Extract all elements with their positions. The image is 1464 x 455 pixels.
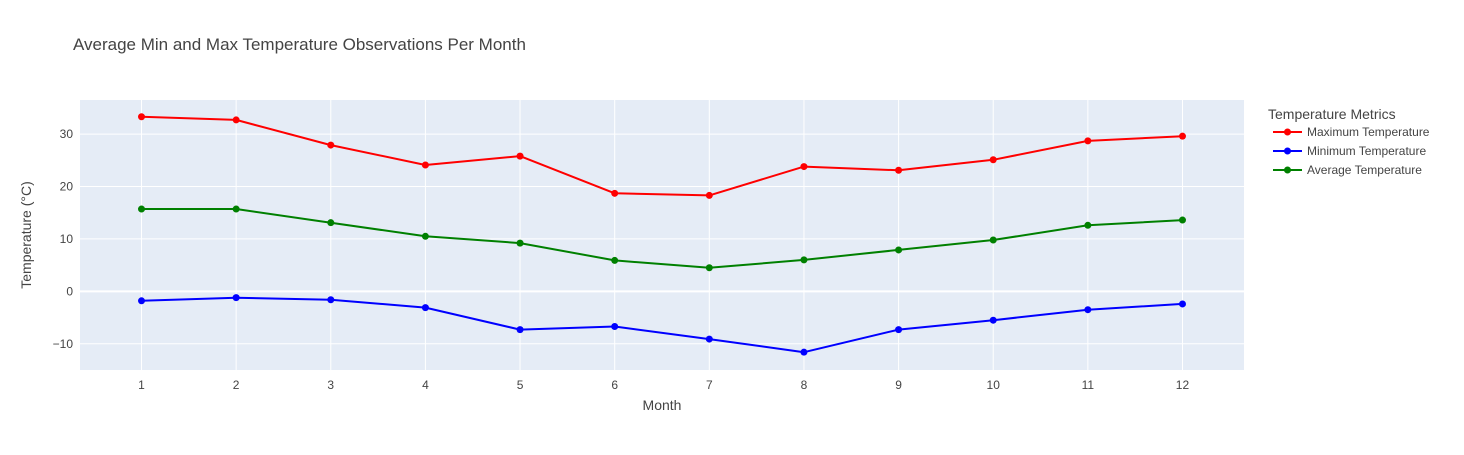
data-point-average-temperature[interactable] — [327, 219, 335, 227]
x-tick-label: 3 — [327, 378, 334, 392]
data-point-average-temperature[interactable] — [705, 264, 713, 272]
data-point-maximum-temperature[interactable] — [1178, 132, 1186, 140]
series-line-maximum-temperature — [141, 115, 1183, 197]
data-point-maximum-temperature[interactable] — [895, 166, 903, 174]
data-point-minimum-temperature[interactable] — [611, 322, 619, 330]
y-tick-label: 30 — [60, 127, 74, 141]
series-average-temperature — [138, 205, 1186, 272]
data-point-minimum-temperature[interactable] — [516, 326, 524, 334]
data-point-maximum-temperature[interactable] — [989, 156, 997, 164]
x-tick-label: 11 — [1082, 378, 1095, 392]
legend-title: Temperature Metrics — [1268, 106, 1396, 122]
plot-area — [80, 100, 1244, 370]
data-point-minimum-temperature[interactable] — [1084, 306, 1092, 314]
data-point-average-temperature[interactable] — [232, 205, 240, 213]
x-tick-label: 6 — [611, 378, 618, 392]
data-point-maximum-temperature[interactable] — [1084, 137, 1092, 145]
x-tick-label: 7 — [706, 378, 713, 392]
legend-swatch-marker — [1284, 147, 1291, 155]
legend-item-average-temperature[interactable]: Average Temperature — [1273, 163, 1422, 177]
data-point-minimum-temperature[interactable] — [989, 316, 997, 324]
series-maximum-temperature — [138, 113, 1186, 199]
data-point-average-temperature[interactable] — [138, 205, 146, 213]
data-point-maximum-temperature[interactable] — [516, 152, 524, 160]
y-tick-label: 0 — [66, 284, 73, 298]
x-tick-label: 10 — [987, 378, 1001, 392]
data-point-maximum-temperature[interactable] — [138, 113, 146, 121]
x-tick-label: 5 — [517, 378, 524, 392]
data-point-minimum-temperature[interactable] — [705, 335, 713, 343]
y-tick-label: −10 — [53, 337, 74, 351]
data-point-average-temperature[interactable] — [1178, 216, 1186, 224]
data-point-maximum-temperature[interactable] — [327, 141, 335, 149]
legend-swatch-marker — [1284, 166, 1291, 174]
series-line-minimum-temperature — [141, 296, 1183, 354]
data-point-maximum-temperature[interactable] — [705, 191, 713, 199]
data-point-minimum-temperature[interactable] — [138, 297, 146, 305]
x-tick-label: 12 — [1176, 378, 1190, 392]
series-line-average-temperature — [141, 208, 1183, 269]
x-tick-label: 2 — [233, 378, 240, 392]
data-point-average-temperature[interactable] — [611, 256, 619, 264]
legend-item-minimum-temperature[interactable]: Minimum Temperature — [1273, 144, 1426, 158]
data-point-minimum-temperature[interactable] — [421, 304, 429, 312]
data-point-average-temperature[interactable] — [516, 239, 524, 247]
data-point-minimum-temperature[interactable] — [800, 348, 808, 356]
data-point-average-temperature[interactable] — [1084, 221, 1092, 229]
data-point-maximum-temperature[interactable] — [232, 116, 240, 124]
legend-items: Maximum Temperature Minimum Temperature Av… — [1273, 125, 1430, 177]
x-tick-label: 9 — [895, 378, 902, 392]
y-tick-label: 10 — [60, 232, 74, 246]
x-tick-label: 8 — [801, 378, 808, 392]
data-point-maximum-temperature[interactable] — [421, 161, 429, 169]
chart-title: Average Min and Max Temperature Observat… — [73, 35, 526, 54]
data-point-average-temperature[interactable] — [421, 232, 429, 240]
x-tick-label: 4 — [422, 378, 429, 392]
legend-item-label: Minimum Temperature — [1307, 144, 1426, 158]
data-point-minimum-temperature[interactable] — [232, 294, 240, 302]
data-point-average-temperature[interactable] — [800, 256, 808, 264]
series-layer — [138, 113, 1186, 356]
data-point-average-temperature[interactable] — [989, 236, 997, 244]
y-axis-label: Temperature (°C) — [18, 181, 34, 289]
data-point-minimum-temperature[interactable] — [1178, 300, 1186, 308]
legend-item-label: Average Temperature — [1307, 163, 1422, 177]
legend-swatch-marker — [1284, 128, 1291, 136]
data-point-minimum-temperature[interactable] — [327, 296, 335, 304]
legend[interactable]: Temperature Metrics Maximum TemperatureM… — [1268, 106, 1430, 177]
data-point-maximum-temperature[interactable] — [611, 189, 619, 197]
x-axis-label: Month — [643, 397, 682, 413]
legend-item-maximum-temperature[interactable]: Maximum Temperature — [1273, 125, 1430, 139]
y-tick-label: 20 — [60, 180, 74, 194]
x-tick-label: 1 — [138, 378, 145, 392]
data-point-minimum-temperature[interactable] — [895, 326, 903, 334]
data-point-maximum-temperature[interactable] — [800, 163, 808, 171]
series-minimum-temperature — [138, 294, 1186, 356]
legend-item-label: Maximum Temperature — [1307, 125, 1430, 139]
data-point-average-temperature[interactable] — [895, 246, 903, 254]
